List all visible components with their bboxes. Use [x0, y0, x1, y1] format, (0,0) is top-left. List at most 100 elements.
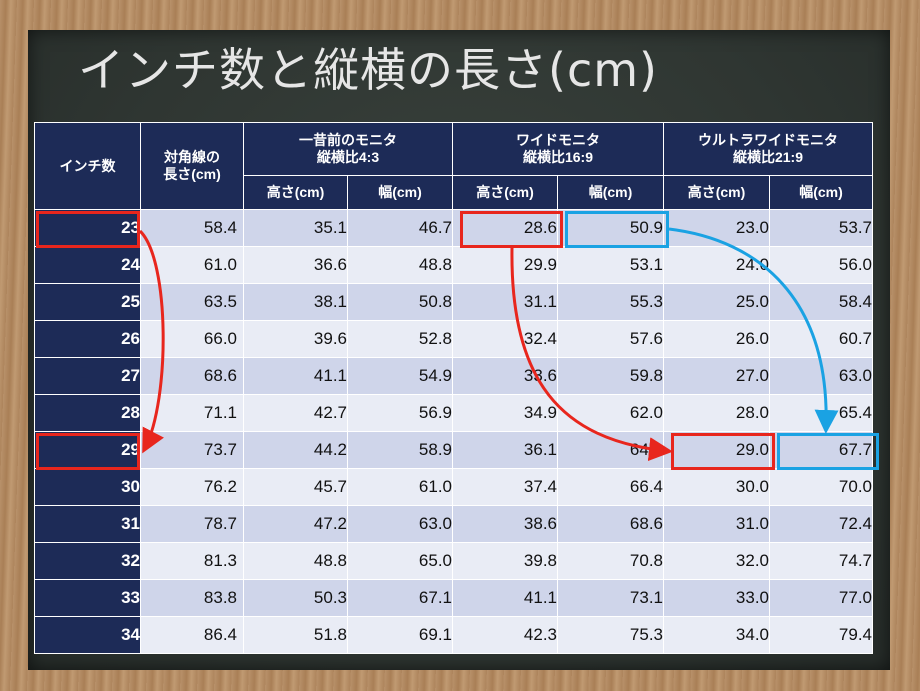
- cell-width-4-3: 67.1: [347, 579, 453, 617]
- cell-width-4-3: 48.8: [347, 246, 453, 284]
- table-row: 34 86.4 51.8 69.1 42.3 75.3 34.0 79.4: [34, 616, 873, 654]
- cell-diagonal: 63.5: [140, 283, 244, 321]
- highlight-box-ultrawide-height-29: [671, 433, 775, 470]
- cell-width-16-9: 53.1: [557, 246, 664, 284]
- header-width: 幅(cm): [769, 175, 873, 210]
- table-row: 27 68.6 41.1 54.9 33.6 59.8 27.0 63.0: [34, 357, 873, 395]
- cell-width-21-9: 72.4: [769, 505, 873, 543]
- cell-width-4-3: 65.0: [347, 542, 453, 580]
- cell-diagonal: 58.4: [140, 209, 244, 247]
- cell-height-21-9: 25.0: [663, 283, 770, 321]
- cell-height-4-3: 48.8: [243, 542, 348, 580]
- table-row: 30 76.2 45.7 61.0 37.4 66.4 30.0 70.0: [34, 468, 873, 506]
- cell-diagonal: 81.3: [140, 542, 244, 580]
- cell-height-21-9: 32.0: [663, 542, 770, 580]
- highlight-box-wide-width-23: [565, 211, 669, 248]
- cell-inch: 24: [34, 246, 141, 284]
- cell-height-4-3: 42.7: [243, 394, 348, 432]
- cell-diagonal: 78.7: [140, 505, 244, 543]
- group-name: 一昔前のモニタ: [299, 132, 397, 148]
- cell-width-4-3: 58.9: [347, 431, 453, 469]
- table-row: 32 81.3 48.8 65.0 39.8 70.8 32.0 74.7: [34, 542, 873, 580]
- cell-height-21-9: 23.0: [663, 209, 770, 247]
- cell-inch: 30: [34, 468, 141, 506]
- cell-width-21-9: 58.4: [769, 283, 873, 321]
- cell-inch: 25: [34, 283, 141, 321]
- cell-width-16-9: 70.8: [557, 542, 664, 580]
- cell-width-21-9: 67.7: [769, 431, 873, 469]
- cell-inch: 33: [34, 579, 141, 617]
- cell-height-4-3: 35.1: [243, 209, 348, 247]
- cell-diagonal: 73.7: [140, 431, 244, 469]
- header-diagonal-line1: 対角線の: [164, 149, 220, 165]
- cell-height-16-9: 33.6: [452, 357, 558, 395]
- cell-width-4-3: 46.7: [347, 209, 453, 247]
- cell-diagonal: 71.1: [140, 394, 244, 432]
- cell-width-21-9: 74.7: [769, 542, 873, 580]
- cell-width-4-3: 50.8: [347, 283, 453, 321]
- cell-height-16-9: 41.1: [452, 579, 558, 617]
- cell-width-16-9: 50.9: [557, 209, 664, 247]
- table-body: 23 58.4 35.1 46.7 28.6 50.9 23.0 53.7 24 61.0 36.6…: [34, 209, 873, 654]
- cell-width-16-9: 66.4: [557, 468, 664, 506]
- cell-width-21-9: 65.4: [769, 394, 873, 432]
- cell-width-21-9: 60.7: [769, 320, 873, 358]
- cell-height-16-9: 28.6: [452, 209, 558, 247]
- cell-height-16-9: 36.1: [452, 431, 558, 469]
- cell-height-16-9: 38.6: [452, 505, 558, 543]
- cell-height-16-9: 39.8: [452, 542, 558, 580]
- monitor-size-table: インチ数 対角線の 長さ(cm) 一昔前のモニタ 縦横比4:3 ワイドモニタ 縦…: [34, 122, 873, 654]
- header-width: 幅(cm): [557, 175, 664, 210]
- cell-inch: 32: [34, 542, 141, 580]
- cell-width-16-9: 68.6: [557, 505, 664, 543]
- cell-inch: 26: [34, 320, 141, 358]
- cell-height-21-9: 26.0: [663, 320, 770, 358]
- cell-height-21-9: 30.0: [663, 468, 770, 506]
- table-row: 23 58.4 35.1 46.7 28.6 50.9 23.0 53.7: [34, 209, 873, 247]
- cell-height-16-9: 32.4: [452, 320, 558, 358]
- highlight-box-wide-height-23: [460, 211, 563, 248]
- cell-width-16-9: 59.8: [557, 357, 664, 395]
- header-group-4-3: 一昔前のモニタ 縦横比4:3: [243, 122, 453, 176]
- table-row: 24 61.0 36.6 48.8 29.9 53.1 24.0 56.0: [34, 246, 873, 284]
- group-name: ワイドモニタ: [516, 132, 600, 148]
- cell-height-21-9: 31.0: [663, 505, 770, 543]
- cell-width-4-3: 69.1: [347, 616, 453, 654]
- header-group-16-9: ワイドモニタ 縦横比16:9: [452, 122, 664, 176]
- cell-inch: 27: [34, 357, 141, 395]
- cell-height-4-3: 36.6: [243, 246, 348, 284]
- cell-width-16-9: 55.3: [557, 283, 664, 321]
- cell-height-4-3: 44.2: [243, 431, 348, 469]
- cell-height-16-9: 31.1: [452, 283, 558, 321]
- cell-inch: 28: [34, 394, 141, 432]
- cell-width-4-3: 52.8: [347, 320, 453, 358]
- cell-height-21-9: 27.0: [663, 357, 770, 395]
- cell-width-21-9: 70.0: [769, 468, 873, 506]
- highlight-box-ultrawide-width-29: [777, 433, 879, 470]
- cell-diagonal: 66.0: [140, 320, 244, 358]
- page-title: インチ数と縦横の長さ(cm): [78, 43, 658, 97]
- cell-height-16-9: 34.9: [452, 394, 558, 432]
- cell-inch: 29: [34, 431, 141, 469]
- cell-inch: 23: [34, 209, 141, 247]
- header-height: 高さ(cm): [663, 175, 770, 210]
- header-diagonal: 対角線の 長さ(cm): [140, 122, 244, 210]
- cell-width-4-3: 61.0: [347, 468, 453, 506]
- cell-width-16-9: 62.0: [557, 394, 664, 432]
- header-height: 高さ(cm): [452, 175, 558, 210]
- group-name: ウルトラワイドモニタ: [698, 132, 838, 148]
- cell-width-4-3: 54.9: [347, 357, 453, 395]
- table-row: 31 78.7 47.2 63.0 38.6 68.6 31.0 72.4: [34, 505, 873, 543]
- cell-height-4-3: 41.1: [243, 357, 348, 395]
- cell-diagonal: 68.6: [140, 357, 244, 395]
- cell-height-4-3: 50.3: [243, 579, 348, 617]
- cell-width-21-9: 79.4: [769, 616, 873, 654]
- header-height: 高さ(cm): [243, 175, 348, 210]
- cell-width-21-9: 56.0: [769, 246, 873, 284]
- cell-height-4-3: 47.2: [243, 505, 348, 543]
- cell-width-21-9: 63.0: [769, 357, 873, 395]
- cell-height-16-9: 29.9: [452, 246, 558, 284]
- cell-diagonal: 61.0: [140, 246, 244, 284]
- group-ratio: 縦横比16:9: [522, 149, 594, 165]
- cell-height-4-3: 39.6: [243, 320, 348, 358]
